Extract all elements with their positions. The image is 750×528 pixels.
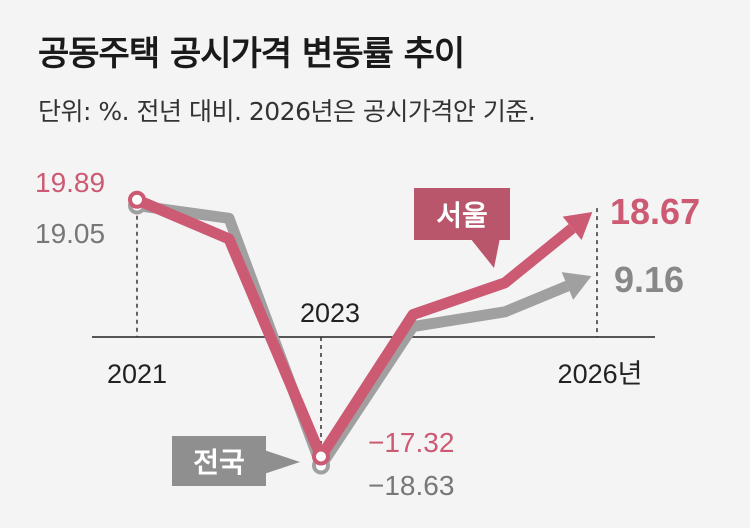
national-arrow-head (561, 272, 592, 300)
tick-label-2026: 2026년 (558, 359, 643, 389)
seoul-arrow-head (562, 211, 593, 240)
national-label-2023: −18.63 (368, 470, 454, 501)
seoul-label-2026: 18.67 (610, 191, 700, 232)
tick-label-2021: 2021 (107, 359, 167, 389)
national-series-name: 전국 (193, 447, 245, 478)
national-legend-callout: 전국 (172, 436, 300, 486)
national-series-line (136, 200, 570, 472)
chart-title: 공동주택 공시가격 변동률 추이 (38, 34, 465, 74)
seoul-label-2023: −17.32 (368, 427, 454, 458)
seoul-label-2021: 19.89 (35, 167, 105, 198)
seoul-point-2021 (128, 190, 146, 209)
national-label-2021: 19.05 (35, 218, 105, 249)
seoul-series-line (134, 194, 576, 463)
seoul-series-name: 서울 (436, 200, 488, 231)
seoul-legend-callout: 서울 (414, 188, 510, 268)
tick-label-2023: 2023 (300, 298, 360, 328)
seoul-point-2023 (312, 447, 330, 466)
national-label-2026: 9.16 (614, 259, 684, 300)
chart-subtitle: 단위: %. 전년 대비. 2026년은 공시가격안 기준. (38, 97, 536, 126)
